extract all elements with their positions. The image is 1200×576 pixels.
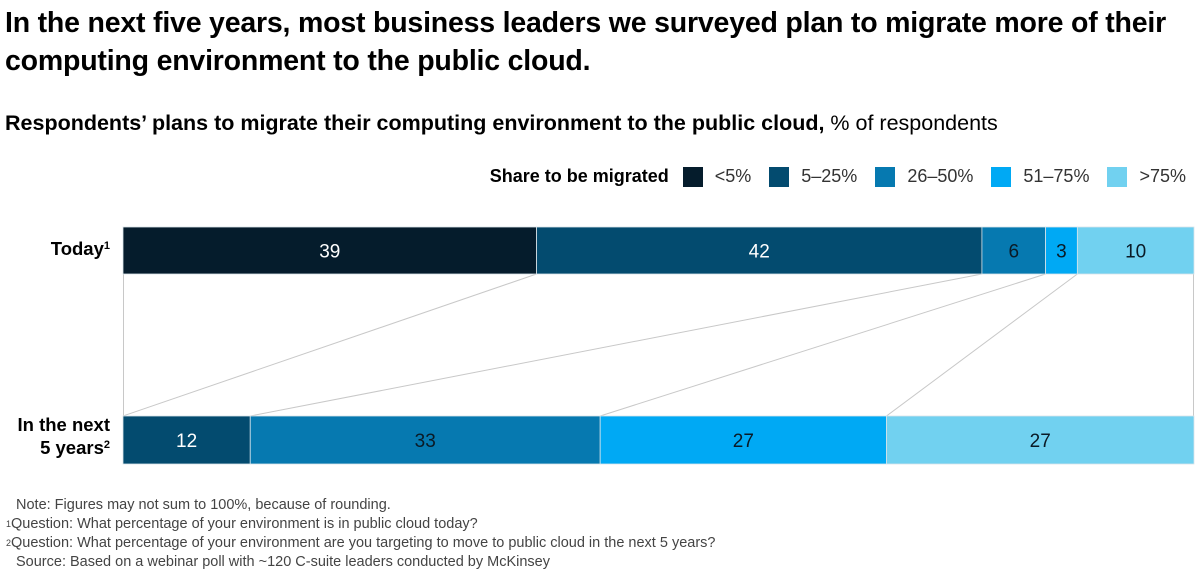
row-label-next-5-years: In the next 5 years2 [17,413,110,459]
footnote-mark: 1 [6,519,12,529]
connector-line [886,273,1078,417]
legend-label: >75% [1139,166,1186,186]
footnote-text: Question: What percentage of your enviro… [11,516,478,532]
legend-label: 51–75% [1023,166,1090,186]
footnotes: Note: Figures may not sum to 100%, becau… [0,496,715,572]
note-rounding: Note: Figures may not sum to 100%, becau… [16,497,391,513]
legend-item: 51–75% [991,166,1089,187]
legend-title: Share to be migrated [489,166,669,186]
footnote-1: 1Question: What percentage of your envir… [0,515,715,534]
subtitle-unit: % of respondents [824,111,998,135]
legend-label: <5% [714,166,752,186]
bar-segment [122,226,537,275]
bar-segment [1045,226,1078,275]
footnote-marker: 1 [103,240,110,252]
data-label: 42 [749,242,770,263]
chart-subtitle: Respondents’ plans to migrate their comp… [5,108,998,138]
data-label: 10 [1125,242,1146,263]
row-label-line1: In the next [17,414,110,435]
legend-label: 26–50% [907,166,974,186]
legend-item: 5–25% [769,166,857,187]
connector-line [600,273,1046,417]
bar-segment [886,415,1195,465]
row-label-line2: 5 years [40,437,104,458]
bar-segment [536,226,983,275]
legend-swatch [769,166,790,187]
source-note: Source: Based on a webinar poll with ~12… [16,554,550,570]
legend-item: >75% [1107,166,1186,187]
connector-line [250,273,983,417]
legend: Share to be migrated <5% 5–25% 26–50% 51–75… [490,166,1186,187]
legend-item: <5% [682,166,752,187]
connector-line [122,273,537,417]
legend-label: 5–25% [801,166,858,186]
footnote-marker: 2 [103,439,110,451]
legend-item: 26–50% [875,166,973,187]
data-label: 27 [733,431,754,452]
footnote-2: 2Question: What percentage of your envir… [0,534,715,553]
data-label: 27 [1030,431,1051,452]
row-label-today: Today1 [51,237,110,260]
data-label: 39 [319,242,340,263]
footnote-mark: 2 [6,538,12,548]
legend-swatch [682,166,703,187]
data-label: 6 [1008,242,1019,263]
bar-segment [122,415,251,465]
data-label: 33 [415,431,436,452]
footnote-text: Question: What percentage of your enviro… [11,535,716,551]
bar-segment [1076,226,1195,275]
legend-swatch [1107,166,1128,187]
chart-title: In the next five years, most business le… [5,7,1166,77]
data-label: 12 [176,431,197,452]
legend-swatch [875,166,896,187]
bar-segment [599,415,887,465]
row-label-text: Today [50,238,104,259]
legend-swatch [991,166,1012,187]
connector-lines [122,273,1194,417]
subtitle-bold: Respondents’ plans to migrate their comp… [5,111,825,135]
bar-segment [981,226,1046,275]
bar-segment [249,415,601,465]
data-label: 3 [1056,242,1067,263]
